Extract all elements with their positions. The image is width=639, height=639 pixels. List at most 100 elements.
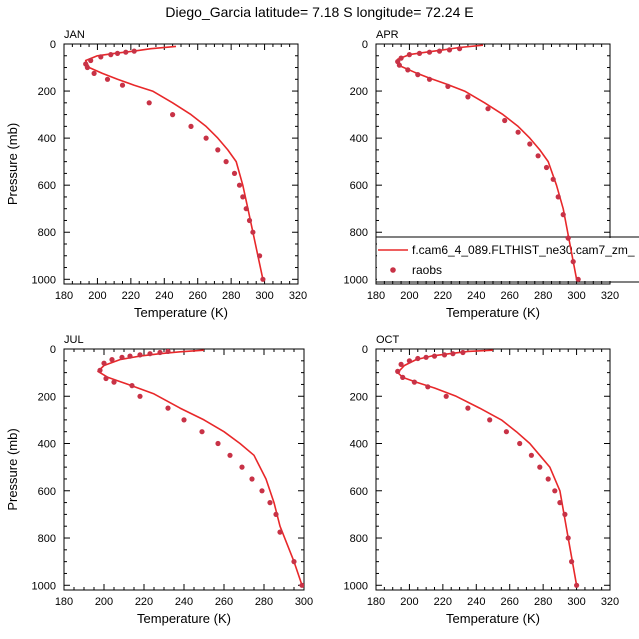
- raobs-point: [545, 476, 551, 482]
- raobs-point: [84, 64, 90, 71]
- y-axis-title: Pressure (mb): [5, 123, 20, 205]
- figure-title: Diego_Garcia latitude= 7.18 S longitude=…: [165, 4, 473, 20]
- plot-frame: [63, 43, 299, 285]
- raobs-point: [543, 164, 550, 171]
- raobs-point: [91, 70, 97, 76]
- raobs-point: [565, 535, 571, 541]
- raobs-point: [147, 351, 153, 357]
- raobs-point: [215, 147, 221, 153]
- raobs-point: [231, 170, 238, 176]
- x-tick-label: 300: [567, 596, 585, 608]
- x-tick-label: 200: [88, 290, 106, 302]
- plot-frame: [63, 348, 305, 591]
- raobs-point: [250, 229, 256, 235]
- raobs-point: [111, 379, 117, 385]
- raobs-point: [426, 76, 433, 82]
- x-tick-label: 180: [367, 290, 385, 302]
- plot-area: [395, 349, 580, 588]
- raobs-point: [426, 49, 433, 55]
- raobs-point: [291, 559, 297, 565]
- y-tick-label: 400: [350, 439, 368, 451]
- y-tick-label: 400: [350, 133, 368, 145]
- x-tick-label: 200: [400, 596, 418, 608]
- raobs-point: [114, 50, 121, 57]
- raobs-point: [165, 405, 171, 411]
- raobs-point: [203, 135, 209, 141]
- raobs-point: [109, 357, 115, 363]
- y-tick-label: 0: [362, 344, 368, 356]
- x-tick-label: 280: [222, 290, 240, 302]
- x-axis-title: Temperature (K): [134, 305, 228, 320]
- y-tick-label: 0: [50, 344, 56, 356]
- x-tick-label: 220: [135, 596, 153, 608]
- x-tick-label: 180: [55, 596, 73, 608]
- raobs-point: [405, 67, 411, 73]
- raobs-point: [277, 529, 283, 535]
- raobs-point: [406, 358, 412, 364]
- x-tick-label: 280: [534, 290, 552, 302]
- y-tick-label: 200: [38, 86, 56, 98]
- raobs-point: [240, 194, 246, 200]
- y-tick-label: 600: [38, 180, 56, 192]
- raobs-point: [181, 417, 187, 423]
- x-tick-label: 260: [215, 596, 233, 608]
- y-tick-label: 0: [50, 39, 56, 51]
- raobs-point: [485, 106, 491, 112]
- x-tick-label: 200: [95, 596, 113, 608]
- raobs-point: [88, 57, 94, 64]
- y-tick-label: 600: [350, 180, 368, 192]
- legend-model-label: f.cam6_4_089.FLTHIST_ne30.cam7_zm_: [412, 243, 635, 257]
- raobs-point: [460, 349, 466, 356]
- model-series-line: [97, 349, 303, 586]
- legend-raobs-label: raobs: [412, 263, 442, 277]
- raobs-point: [535, 153, 541, 159]
- raobs-point: [223, 159, 229, 165]
- raobs-point: [396, 62, 402, 68]
- raobs-point: [257, 253, 263, 259]
- panel-label: JAN: [64, 29, 85, 41]
- raobs-point: [517, 440, 523, 447]
- plot-frame: [375, 348, 611, 591]
- raobs-point: [431, 353, 438, 359]
- raobs-point: [108, 52, 114, 58]
- raobs-point: [273, 511, 279, 517]
- raobs-point: [103, 375, 109, 382]
- raobs-point: [131, 48, 137, 54]
- y-tick-label: 200: [38, 391, 56, 403]
- raobs-point: [260, 276, 266, 282]
- raobs-point: [425, 384, 431, 390]
- raobs-point: [199, 429, 205, 435]
- raobs-point: [395, 368, 401, 374]
- x-tick-label: 260: [501, 596, 519, 608]
- raobs-point: [555, 194, 561, 200]
- x-tick-label: 180: [55, 290, 73, 302]
- x-tick-label: 300: [567, 290, 585, 302]
- raobs-point: [246, 217, 253, 224]
- raobs-point: [267, 500, 273, 506]
- raobs-point: [423, 354, 429, 360]
- raobs-point: [406, 52, 412, 58]
- x-tick-label: 320: [289, 290, 307, 302]
- raobs-point: [101, 360, 107, 366]
- raobs-point: [552, 488, 558, 494]
- x-tick-label: 240: [467, 596, 485, 608]
- raobs-point-overlay: [575, 276, 581, 282]
- raobs-point: [465, 94, 471, 100]
- panel-label: JUL: [64, 334, 84, 346]
- y-tick-label: 800: [350, 533, 368, 545]
- raobs-point: [119, 82, 126, 88]
- raobs-point: [299, 582, 304, 588]
- raobs-point: [537, 464, 543, 470]
- raobs-point: [562, 511, 568, 517]
- raobs-point: [249, 476, 255, 482]
- raobs-point: [170, 112, 176, 118]
- x-tick-label: 320: [601, 290, 619, 302]
- raobs-point: [443, 393, 449, 399]
- raobs-point: [97, 367, 103, 373]
- raobs-point: [137, 352, 143, 358]
- raobs-point: [98, 54, 104, 60]
- raobs-point: [502, 117, 508, 124]
- x-tick-label: 180: [367, 596, 385, 608]
- raobs-point: [400, 374, 406, 380]
